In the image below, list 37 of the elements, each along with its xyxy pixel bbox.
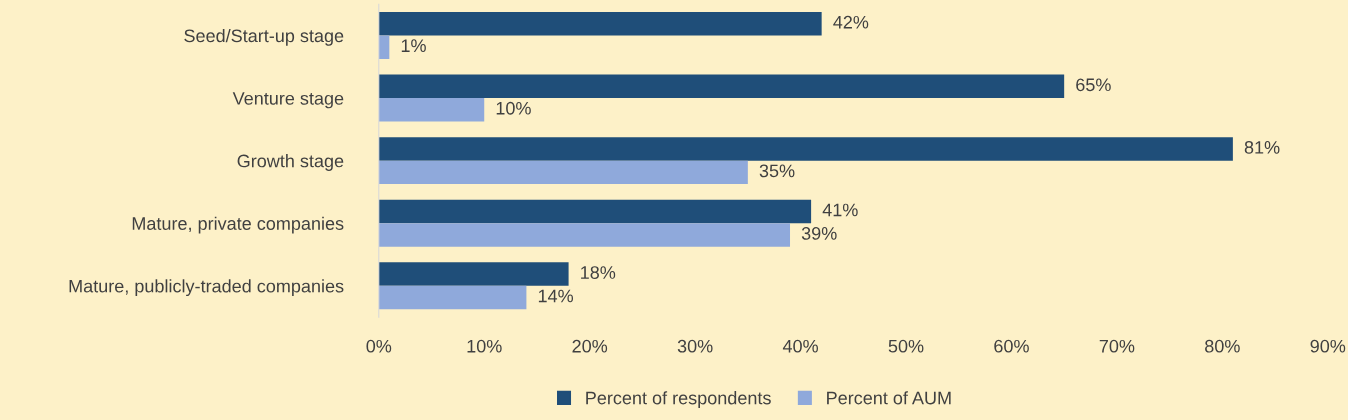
x-tick-label: 0% xyxy=(366,339,392,353)
bar xyxy=(378,12,822,36)
data-label: 41% xyxy=(822,203,858,217)
y-tick-label: Venture stage xyxy=(232,92,344,109)
x-tick-label: 30% xyxy=(677,339,713,353)
data-label: 81% xyxy=(1244,140,1280,154)
bar xyxy=(378,199,812,224)
x-tick-label: 20% xyxy=(572,339,608,353)
x-tick-label: 50% xyxy=(888,339,924,353)
bar xyxy=(378,223,791,247)
y-tick-label: Mature, publicly-traded companies xyxy=(69,279,344,297)
data-label: 42% xyxy=(833,15,869,29)
data-label: 35% xyxy=(759,164,795,178)
legend-label: Percent of AUM xyxy=(827,391,951,405)
bar xyxy=(378,160,748,185)
y-tick-label: Growth stage xyxy=(237,154,344,171)
x-tick-label: 70% xyxy=(1099,339,1135,353)
x-tick-label: 40% xyxy=(782,339,818,353)
bar xyxy=(378,74,1065,99)
data-label: 14% xyxy=(538,289,574,303)
data-label: 65% xyxy=(1076,78,1111,92)
data-label: 1% xyxy=(401,39,426,52)
bar xyxy=(378,137,1233,161)
x-tick-label: 10% xyxy=(467,339,502,353)
x-tick-label: 90% xyxy=(1310,339,1346,353)
y-tick-label: Mature, private companies xyxy=(132,216,344,234)
x-tick-label: 80% xyxy=(1205,339,1240,353)
data-label: 18% xyxy=(581,266,616,279)
data-label: 39% xyxy=(801,227,837,240)
legend-label: Percent of respondents xyxy=(586,391,771,408)
bar xyxy=(378,35,390,59)
bar xyxy=(378,262,569,286)
y-tick-label: Seed/Start-up stage xyxy=(184,28,344,46)
bar xyxy=(378,285,527,310)
bar xyxy=(378,98,485,122)
data-label: 10% xyxy=(496,101,531,115)
x-tick-label: 60% xyxy=(994,339,1029,353)
